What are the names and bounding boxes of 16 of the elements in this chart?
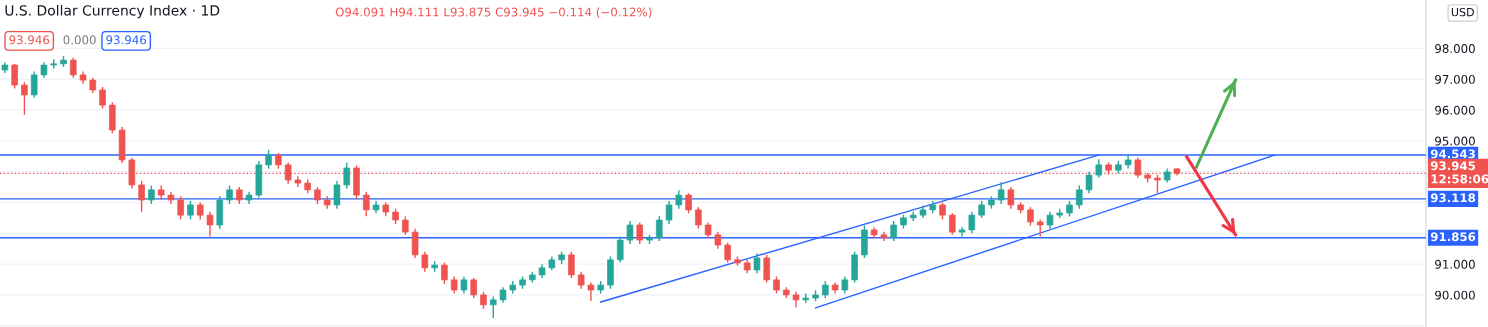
ref-line-label: 94.543 xyxy=(1430,149,1475,159)
y-tick-label: 95.000 xyxy=(1435,136,1475,146)
ref-line-label: 91.856 xyxy=(1430,232,1476,242)
y-tick-label: 98.000 xyxy=(1435,44,1475,54)
text: USD xyxy=(1451,7,1474,17)
annotation: 93.946 xyxy=(9,35,50,45)
annotation: 93.946 xyxy=(106,35,147,45)
y-tick-label: 96.000 xyxy=(1435,105,1475,115)
y-tick-label: 90.000 xyxy=(1435,290,1475,300)
y-tick-label: 97.000 xyxy=(1435,74,1475,84)
annotation: O94.091 H94.111 L93.875 C93.945 −0.114 (−0.12%) xyxy=(335,7,652,18)
ref-line-label: 93.945 12:58:06 xyxy=(1430,161,1488,184)
chart-title: U.S. Dollar Currency Index · 1D xyxy=(5,4,220,19)
y-tick-label: 91.000 xyxy=(1435,259,1475,269)
ref-line-label: 93.118 xyxy=(1430,193,1476,203)
annotation: 0.000 xyxy=(63,35,96,45)
